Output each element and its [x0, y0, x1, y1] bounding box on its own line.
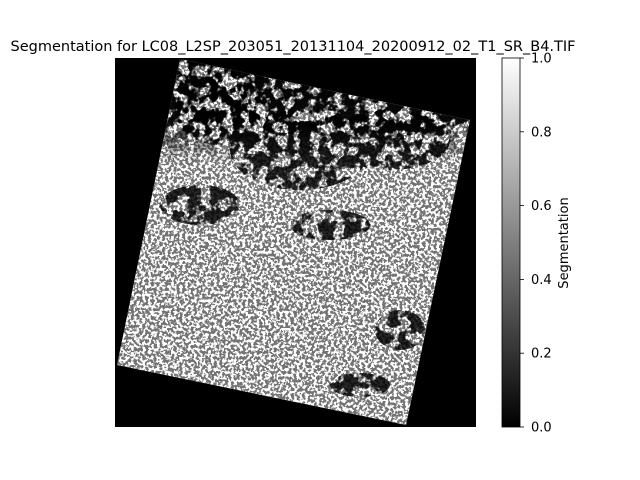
- chart-title: Segmentation for LC08_L2SP_203051_201311…: [11, 39, 576, 55]
- colorbar-tick-label: 0.4: [531, 273, 552, 288]
- satellite-scene: [117, 59, 470, 425]
- colorbar-gradient: [501, 57, 521, 428]
- colorbar-tick-label: 0.6: [531, 199, 552, 214]
- colorbar-tick-label: 1.0: [531, 52, 552, 67]
- heatmap-image: [115, 58, 476, 427]
- colorbar-tick-label: 0.0: [531, 421, 552, 436]
- colorbar: 0.0 0.2 0.4 0.6 0.8 1.0 Segmentation: [501, 52, 572, 436]
- colorbar-tick-label: 0.8: [531, 125, 552, 140]
- colorbar-ticks: 0.0 0.2 0.4 0.6 0.8 1.0: [520, 52, 552, 436]
- colorbar-tick-label: 0.2: [531, 347, 552, 362]
- colorbar-label: Segmentation: [557, 197, 572, 288]
